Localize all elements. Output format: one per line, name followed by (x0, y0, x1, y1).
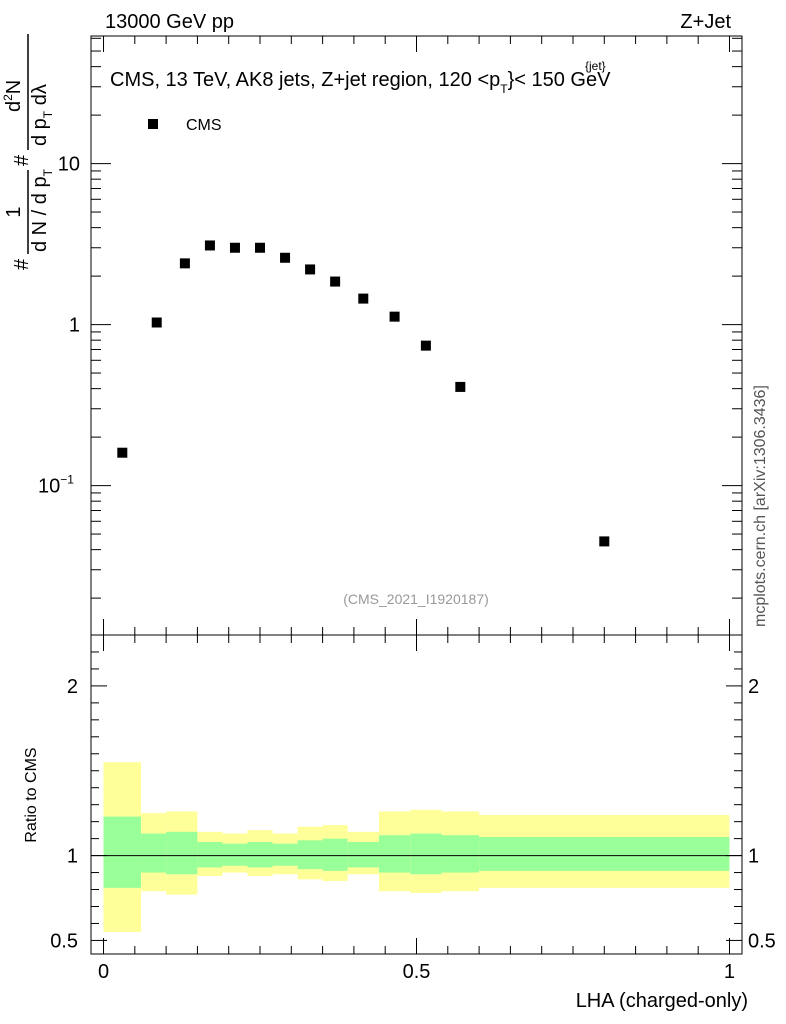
main-y-tick-label-1: 1 (69, 315, 80, 337)
data-point-11 (420, 340, 431, 351)
ratio-bands (103, 762, 730, 932)
panel-title-suffix: }< 150 GeV (508, 69, 612, 91)
stat-band-5 (247, 842, 273, 868)
ratio-y-tick-label-right-1: 1 (748, 846, 759, 868)
ratio-ticks: 0.5 0.5 1 1 2 2 0 0.5 1 (50, 634, 776, 983)
panel-title-sub: T (500, 82, 508, 96)
stat-band-0 (103, 816, 142, 888)
main-y-tick-label-2: 10−1 (38, 473, 74, 498)
ylabel-frac2-den: d pT dλ (29, 84, 55, 146)
stat-band-7 (297, 840, 323, 870)
data-point-12 (455, 381, 466, 392)
legend-marker (148, 119, 158, 129)
ratio-y-tick-label-right-0: 0.5 (748, 930, 776, 952)
stat-band-10 (378, 835, 411, 873)
stat-band-6 (272, 843, 298, 866)
ratio-y-axis-label: Ratio to CMS (23, 747, 40, 842)
ratio-y-tick-label-left-1: 1 (67, 846, 78, 868)
x-tick-label-2: 1 (724, 961, 735, 983)
data-point-3 (204, 240, 215, 251)
panel-title: CMS, 13 TeV, AK8 jets, Z+jet region, 120… (110, 69, 611, 96)
legend-label: CMS (186, 117, 222, 134)
data-point-5 (255, 242, 266, 253)
stat-band-1 (141, 833, 167, 873)
ratio-y-tick-label-right-2: 2 (748, 676, 759, 698)
x-tick-label-0: 0 (98, 961, 109, 983)
x-tick-label-1: 0.5 (403, 961, 431, 983)
analysis-id: (CMS_2021_I1920187) (343, 591, 489, 607)
stat-band-2 (166, 831, 198, 875)
main-y-axis-label: # 1 d N / d pT # d2N d pT dλ (1, 34, 55, 270)
mcplots-side-label: mcplots.cern.ch [arXiv:1306.3436] (752, 385, 769, 627)
process-label: Z+Jet (680, 11, 731, 33)
data-point-8 (330, 276, 341, 287)
data-point-2 (179, 258, 190, 269)
ratio-plot-frame (90, 634, 743, 955)
data-point-9 (358, 293, 369, 304)
panel-title-sup: {jet} (585, 59, 606, 73)
stat-band-9 (347, 842, 379, 868)
ratio-y-tick-label-left-2: 2 (67, 676, 78, 698)
data-point-13 (599, 536, 610, 547)
energy-label: 13000 GeV pp (105, 11, 234, 33)
data-point-6 (280, 252, 291, 263)
data-point-1 (151, 317, 162, 328)
main-y-tick-label-0: 10 (58, 154, 80, 176)
stat-band-3 (197, 842, 223, 868)
ylabel-frac1-num: 1 (3, 206, 25, 217)
stat-band-12 (441, 835, 480, 873)
x-axis-label: LHA (charged-only) (576, 990, 748, 1012)
ylabel-mid: # (11, 154, 33, 166)
stat-band-8 (322, 838, 348, 871)
ratio-y-tick-label-left-0: 0.5 (50, 930, 78, 952)
main-ticks: 10 1 10−1 (38, 36, 742, 635)
data-point-10 (389, 311, 400, 322)
ylabel-frac2-num: d2N (1, 80, 25, 112)
stat-band-11 (410, 833, 442, 875)
data-point-4 (229, 242, 240, 253)
ylabel-frac1-den: d N / d pT (29, 168, 55, 252)
data-points (117, 240, 610, 547)
panel-title-main: CMS, 13 TeV, AK8 jets, Z+jet region, 120… (110, 69, 500, 91)
stat-band-4 (222, 843, 248, 866)
ylabel-prefix: # (11, 258, 33, 270)
stat-band-13 (479, 836, 730, 871)
data-point-0 (117, 447, 128, 458)
data-point-7 (305, 264, 316, 275)
